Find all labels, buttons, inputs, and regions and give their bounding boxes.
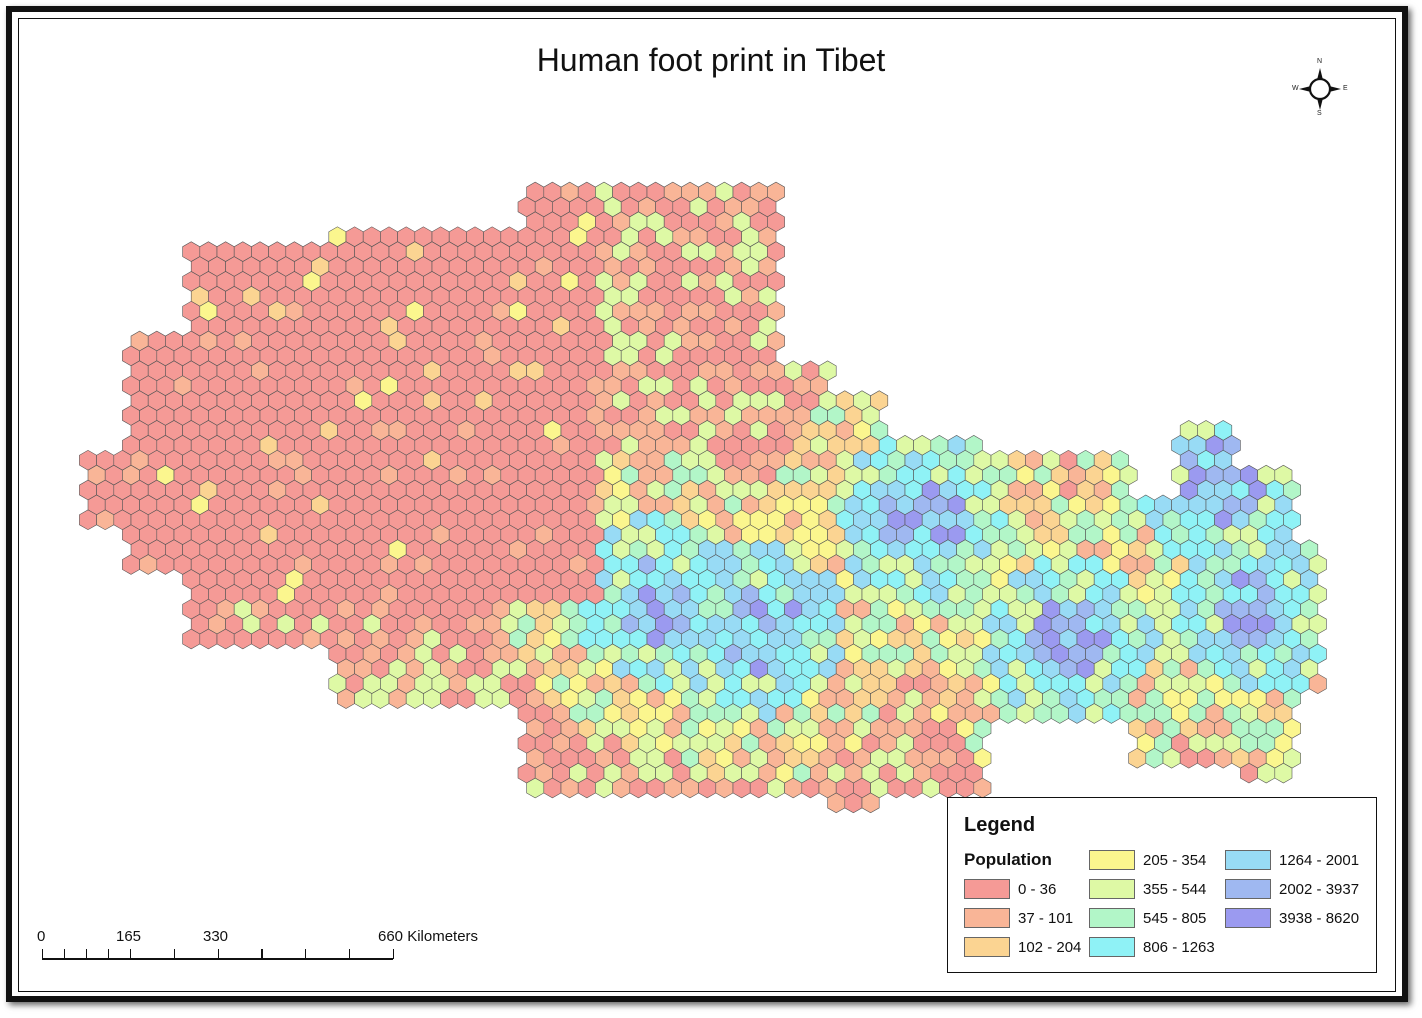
legend-label: 37 - 101: [1018, 909, 1074, 927]
scale-label-330: 330: [203, 928, 229, 945]
legend-label: 2002 - 3937: [1279, 880, 1360, 898]
legend-item: 2002 - 3937: [1225, 877, 1359, 901]
legend-item: 545 - 805: [1089, 906, 1206, 930]
legend-swatch: [1089, 908, 1135, 928]
legend-label: 355 - 544: [1143, 880, 1207, 898]
scale-label-165: 165: [116, 928, 142, 945]
hex-cell: [1308, 673, 1327, 694]
hex-cell: [1274, 762, 1293, 784]
scale-tick: [85, 949, 88, 959]
scale-tick: [349, 949, 351, 959]
legend-item: 205 - 354: [1089, 848, 1206, 872]
legend-item: 806 - 1263: [1089, 935, 1215, 959]
legend-label: 545 - 805: [1143, 909, 1207, 927]
scale-tick: [393, 949, 395, 959]
scale-tick: [63, 949, 66, 959]
north-arrow-icon: N E S W: [1290, 58, 1350, 120]
map-title: Human foot print in Tibet: [536, 42, 886, 78]
scale-label-0: 0: [37, 928, 46, 945]
legend-swatch: [964, 908, 1010, 928]
scale-tick: [42, 949, 44, 959]
legend: Legend Population 0 - 36 37 - 101 102 - …: [947, 797, 1377, 973]
scale-tick: [305, 949, 307, 959]
scale-tick: [107, 949, 109, 959]
legend-item: 102 - 204: [964, 935, 1081, 959]
compass-south-label: S: [1317, 110, 1322, 117]
legend-item: 1264 - 2001: [1225, 848, 1359, 872]
legend-label: 806 - 1263: [1143, 938, 1215, 956]
legend-subtitle: Population: [964, 850, 1052, 869]
legend-swatch: [1225, 908, 1271, 928]
scale-tick: [129, 949, 131, 959]
legend-label: 0 - 36: [1018, 880, 1057, 898]
legend-title: Legend: [964, 814, 1036, 836]
legend-swatch: [1225, 879, 1271, 899]
legend-swatch: [1225, 850, 1271, 870]
legend-swatch: [1089, 879, 1135, 899]
legend-item: 0 - 36: [964, 877, 1056, 901]
compass-north-label: N: [1317, 58, 1323, 65]
legend-swatch: [964, 937, 1010, 957]
legend-item: 3938 - 8620: [1225, 906, 1359, 930]
compass-west-label: W: [1292, 85, 1299, 92]
legend-item: 355 - 544: [1089, 877, 1206, 901]
legend-label: 102 - 204: [1018, 938, 1082, 956]
legend-label: 205 - 354: [1143, 851, 1207, 869]
legend-label: 1264 - 2001: [1279, 851, 1360, 869]
scale-label-660: 660 Kilometers: [378, 928, 479, 945]
scale-tick: [173, 949, 175, 959]
scale-tick: [217, 949, 219, 959]
scale-tick: [261, 949, 263, 959]
map-frame-outer: [6, 6, 1408, 1002]
map-frame-inner: [18, 18, 1396, 992]
legend-swatch: [1089, 937, 1135, 957]
scale-bar: 0 165 330 660 Kilometers: [37, 928, 510, 968]
legend-item: 37 - 101: [964, 906, 1073, 930]
hex-cell: [973, 777, 992, 799]
hex-cell: [861, 792, 880, 814]
legend-swatch: [964, 879, 1010, 899]
hexbin-layer: [79, 181, 1327, 814]
compass-east-label: E: [1343, 85, 1348, 92]
legend-swatch: [1089, 850, 1135, 870]
legend-label: 3938 - 8620: [1279, 909, 1360, 927]
